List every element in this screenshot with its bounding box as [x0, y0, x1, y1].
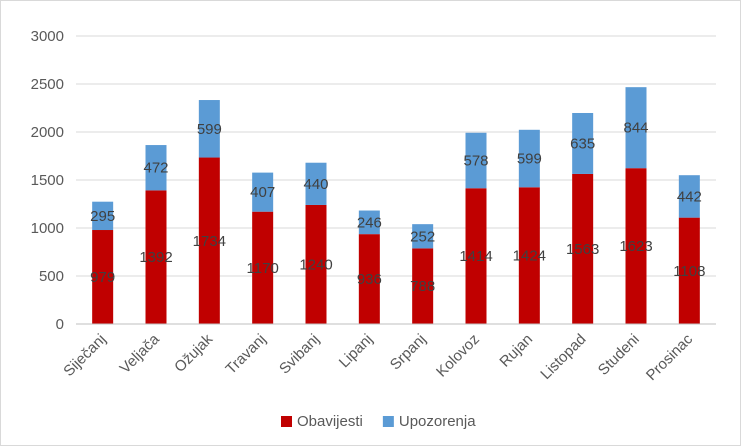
bar-upozorenja	[518, 129, 540, 188]
bar-obavijesti	[145, 190, 167, 324]
bar-upozorenja	[92, 201, 114, 231]
data-label: 407	[250, 184, 275, 201]
bar-upozorenja	[198, 100, 220, 158]
y-axis: 0 500 1000 1500 2000 2500 3000	[31, 28, 64, 333]
data-label: 246	[357, 214, 382, 231]
bar-obavijesti	[465, 188, 487, 324]
bar-upozorenja	[145, 145, 167, 191]
x-tick-label: Svibanj	[276, 331, 323, 378]
data-label: 1734	[193, 233, 226, 250]
bar-upozorenja	[678, 175, 700, 218]
y-tick-label: 1500	[31, 172, 64, 189]
data-label: 788	[410, 278, 435, 295]
data-label: 442	[677, 188, 702, 205]
bar-obavijesti	[252, 211, 274, 324]
x-tick-label: Studeni	[595, 331, 643, 379]
bar-obavijesti	[358, 234, 380, 324]
data-label: 635	[570, 135, 595, 152]
y-tick-label: 2500	[31, 76, 64, 93]
bar-obavijesti	[305, 204, 327, 324]
bar-obavijesti	[572, 173, 594, 324]
data-label: 578	[463, 153, 488, 170]
bar-upozorenja	[572, 112, 594, 174]
x-tick-label: Kolovoz	[433, 331, 483, 381]
x-tick-label: Siječanj	[60, 331, 109, 380]
x-tick-label: Srpanj	[387, 331, 430, 374]
data-label: 844	[623, 120, 648, 137]
data-label: 472	[143, 160, 168, 177]
data-label: 1240	[299, 256, 332, 273]
data-label: 295	[90, 208, 115, 225]
data-label: 1108	[673, 263, 705, 280]
bar-upozorenja	[625, 87, 647, 169]
bar-upozorenja	[412, 224, 434, 249]
legend-label: Upozorenja	[399, 413, 476, 430]
bar-obavijesti	[625, 168, 647, 324]
data-label: 1623	[619, 238, 652, 255]
legend-label: Obavijesti	[297, 413, 363, 430]
data-label: 440	[303, 176, 328, 193]
gridlines	[76, 35, 716, 325]
bar-obavijesti	[198, 157, 220, 324]
data-label: 1392	[139, 249, 172, 266]
bar-upozorenja	[465, 132, 487, 189]
y-tick-label: 1000	[31, 220, 64, 237]
x-tick-label: Travanj	[222, 331, 269, 378]
bar-obavijesti	[518, 187, 540, 324]
x-tick-label: Rujan	[496, 331, 536, 371]
data-labels: 979 295 1392 472 1734 599 1170 407 1240 440 936 246…	[90, 120, 705, 295]
x-tick-label: Lipanj	[336, 331, 376, 371]
x-tick-label: Ožujak	[171, 330, 216, 375]
data-label: 1563	[566, 241, 599, 258]
x-tick-label: Listopad	[537, 331, 589, 383]
legend-swatch	[382, 416, 394, 427]
x-tick-label: Prosinac	[643, 330, 697, 384]
data-label: 1414	[459, 248, 492, 265]
y-tick-label: 500	[39, 268, 64, 285]
bars	[92, 87, 700, 324]
bar-upozorenja	[358, 210, 380, 235]
data-label: 599	[197, 121, 222, 138]
legend-swatch	[281, 416, 292, 427]
y-tick-label: 0	[56, 316, 64, 333]
x-axis: Siječanj Veljača Ožujak Travanj Svibanj Lipan…	[60, 323, 716, 384]
legend: Obavijesti Upozorenja	[281, 413, 476, 430]
data-label: 1424	[513, 248, 546, 265]
data-label: 979	[90, 269, 115, 286]
data-label: 599	[517, 151, 542, 168]
y-tick-label: 2000	[31, 124, 64, 141]
bar-obavijesti	[678, 217, 700, 324]
x-tick-label: Veljača	[117, 330, 164, 377]
bar-obavijesti	[412, 248, 434, 324]
data-label: 1170	[247, 260, 279, 277]
y-tick-label: 3000	[31, 28, 64, 45]
data-label: 936	[357, 271, 382, 288]
data-label: 252	[410, 228, 435, 245]
bar-upozorenja	[305, 162, 327, 205]
bar-obavijesti	[92, 230, 114, 324]
bar-upozorenja	[252, 172, 274, 212]
